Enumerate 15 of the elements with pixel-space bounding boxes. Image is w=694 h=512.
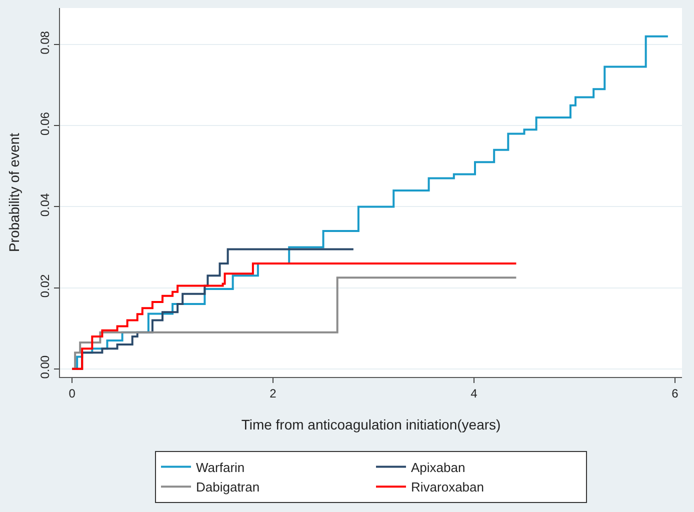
- x-axis-title: Time from anticoagulation initiation(years): [241, 416, 501, 433]
- x-tick-label: 2: [270, 386, 277, 400]
- legend-label: Warfarin: [196, 460, 245, 475]
- x-tick-label: 4: [470, 386, 478, 400]
- y-tick-label: 0.08: [38, 30, 52, 54]
- y-tick-label: 0.06: [38, 112, 52, 136]
- y-tick-label: 0.04: [38, 192, 52, 217]
- y-axis-title: Probability of event: [6, 132, 22, 252]
- legend-label: Rivaroxaban: [411, 480, 484, 495]
- y-tick-label: 0.00: [38, 355, 52, 379]
- x-tick-label: 0: [68, 386, 76, 400]
- legend-label: Dabigatran: [196, 480, 260, 495]
- x-tick-label: 6: [672, 386, 679, 400]
- y-tick-label: 0.02: [38, 274, 52, 298]
- legend-label: Apixaban: [411, 460, 466, 475]
